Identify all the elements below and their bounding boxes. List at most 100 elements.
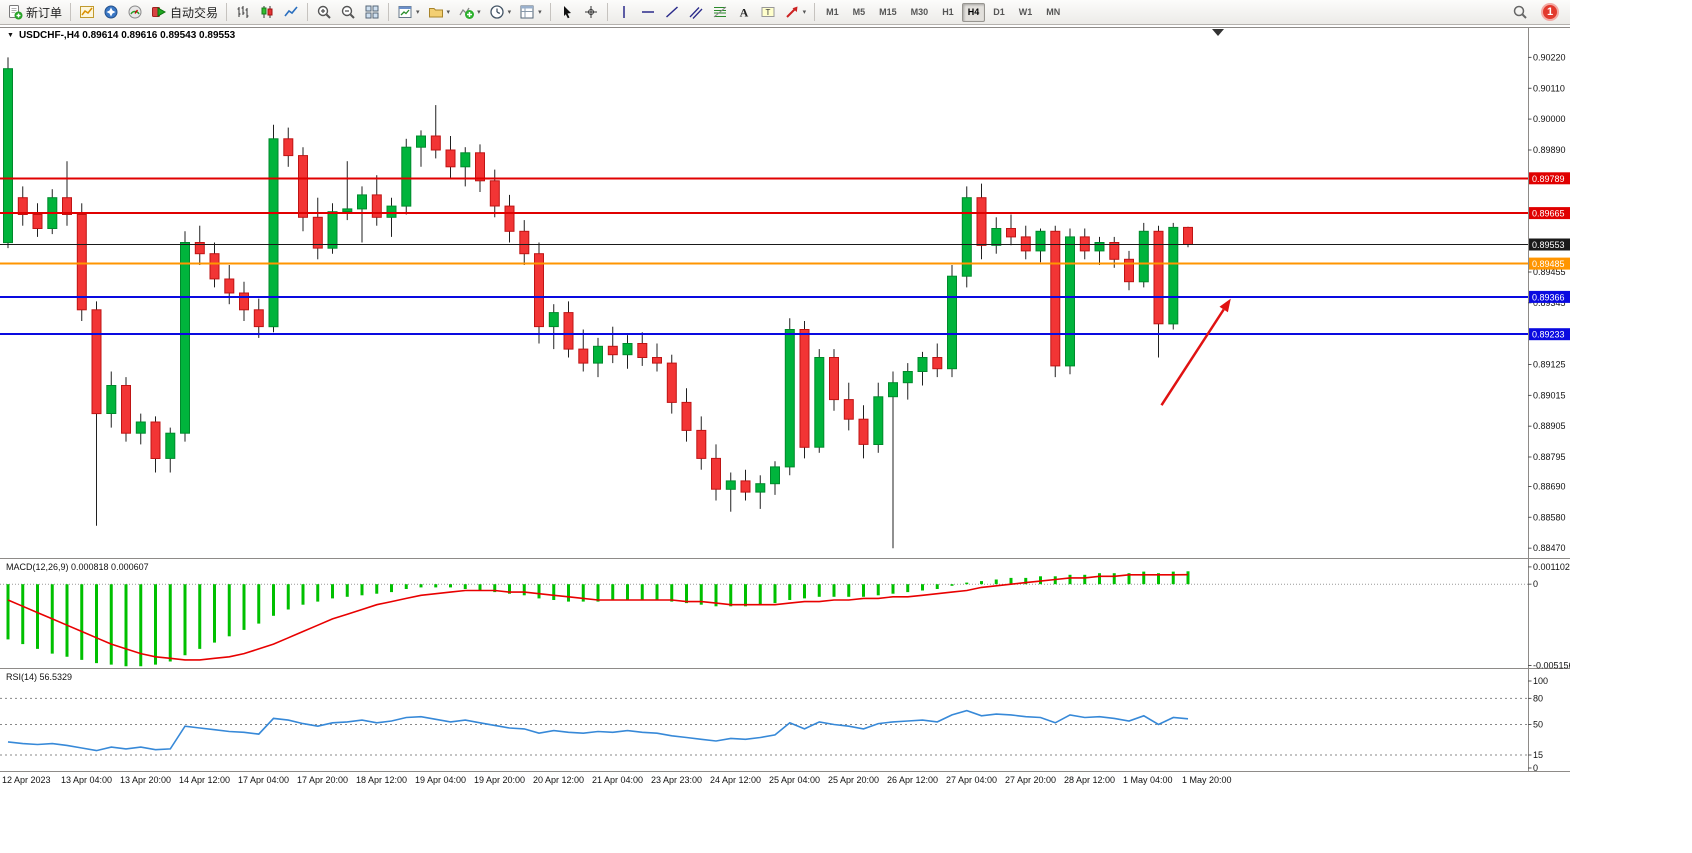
candle-body — [814, 357, 825, 448]
candle-body — [150, 421, 161, 459]
mt4-terminal-window: 新订单 自动交易 ▾ ▾ ▾ ▾ ▾ A T ▾ M1 M5 M15 M30 H1 H4 D1 W1 MN 1 ▼ … — [0, 0, 1570, 791]
price-tick: 0.90110 — [1533, 83, 1565, 93]
candle — [593, 337, 603, 378]
candle — [873, 382, 884, 453]
candle-body — [180, 242, 190, 434]
candle — [991, 217, 1002, 254]
candle-body — [460, 152, 471, 168]
terminal-button[interactable] — [123, 2, 147, 23]
candle-body — [62, 197, 72, 215]
rsi-axis-tick: 15 — [1533, 750, 1543, 760]
candle-body — [121, 385, 131, 434]
timeframe-h4-button[interactable]: H4 — [961, 2, 986, 22]
candle-body — [843, 399, 854, 420]
main-toolbar: 新订单 自动交易 ▾ ▾ ▾ ▾ ▾ A T ▾ M1 M5 M15 M30 H1 H4 D1 W1 MN 1 — [0, 0, 1570, 25]
candle-body — [976, 197, 987, 246]
macd-axis-tick: 0.001102 — [1533, 562, 1570, 572]
zoom-out-button[interactable] — [336, 2, 360, 23]
macd-label: MACD(12,26,9) 0.000818 0.000607 — [6, 562, 149, 572]
candle — [76, 203, 87, 321]
symbol-collapse-icon[interactable]: ▼ — [7, 32, 14, 39]
trendline-button[interactable] — [660, 2, 684, 23]
timeframe-m30-button[interactable]: M30 — [905, 3, 935, 22]
timeframe-m5-button[interactable]: M5 — [847, 3, 872, 22]
label-icon: T — [761, 7, 775, 17]
profiles-button[interactable]: ▾ — [424, 2, 455, 23]
candle-body — [106, 385, 117, 414]
time-label: 27 Apr 04:00 — [946, 775, 997, 785]
candle-body — [416, 135, 426, 148]
price-badge — [1529, 257, 1570, 270]
chart-shift-marker[interactable] — [1212, 29, 1224, 36]
price-tick: 0.88795 — [1533, 452, 1566, 462]
candle-body — [1109, 242, 1120, 260]
candle-body — [607, 345, 618, 356]
candle — [386, 197, 397, 237]
toolbar-separator — [307, 3, 309, 21]
time-label: 27 Apr 20:00 — [1005, 775, 1056, 785]
market-watch-button[interactable] — [75, 2, 99, 23]
candle-body — [475, 152, 485, 182]
price-badge-label: 0.89665 — [1532, 209, 1565, 219]
trend-arrow-head[interactable] — [1219, 298, 1231, 313]
channel-icon — [689, 7, 703, 19]
indicators-button[interactable]: ▾ — [454, 2, 485, 23]
cursor-button[interactable] — [555, 2, 579, 23]
vertical-line-button[interactable] — [612, 2, 636, 23]
new-chart-button[interactable]: ▾ — [393, 2, 424, 23]
candle — [622, 335, 633, 369]
timeframe-m1-button[interactable]: M1 — [820, 3, 845, 22]
candlestick-chart-button[interactable] — [255, 2, 279, 23]
price-badge — [1529, 290, 1570, 303]
fibonacci-button[interactable] — [708, 2, 732, 23]
timeframe-d1-button[interactable]: D1 — [987, 3, 1011, 22]
zoom-in-button[interactable] — [312, 2, 336, 23]
text-button[interactable]: A — [732, 2, 756, 23]
timeframe-m15-button[interactable]: M15 — [873, 3, 903, 22]
trend-arrow-line[interactable] — [1160, 308, 1225, 406]
dropdown-caret-icon: ▾ — [416, 8, 420, 16]
navigator-button[interactable] — [99, 2, 123, 23]
auto-trading-button[interactable]: 自动交易 — [147, 2, 222, 23]
horizontal-line-button[interactable] — [636, 2, 660, 23]
candle-body — [932, 357, 943, 370]
time-label: 19 Apr 20:00 — [474, 775, 525, 785]
periods-icon — [489, 5, 504, 19]
label-button[interactable]: T — [756, 2, 780, 23]
toolbar-separator — [549, 3, 551, 21]
periods-button[interactable]: ▾ — [485, 2, 516, 23]
channel-button[interactable] — [684, 2, 708, 23]
candle — [858, 405, 869, 459]
tile-windows-button[interactable] — [360, 2, 384, 23]
candle-body — [681, 401, 692, 431]
line-chart-button[interactable] — [279, 2, 303, 23]
candle-body — [1124, 258, 1134, 283]
timeframe-mn-button[interactable]: MN — [1040, 3, 1066, 22]
bar-chart-button[interactable] — [231, 2, 255, 23]
timeframe-h1-button[interactable]: H1 — [936, 3, 960, 22]
notification-badge[interactable]: 1 — [1541, 3, 1559, 21]
templates-button[interactable]: ▾ — [515, 2, 546, 23]
crosshair-button[interactable] — [579, 2, 603, 23]
crosshair-icon — [584, 6, 597, 18]
candle-body — [3, 68, 13, 244]
candle-body — [799, 329, 810, 448]
candle — [106, 371, 117, 428]
candle — [578, 329, 589, 372]
candle — [548, 304, 559, 350]
market-watch-icon — [80, 6, 95, 18]
candle — [666, 354, 677, 414]
new-order-button[interactable]: 新订单 — [3, 2, 66, 23]
arrows-button[interactable]: ▾ — [780, 2, 811, 23]
price-badge-label: 0.89233 — [1532, 330, 1565, 340]
search-button[interactable] — [1508, 2, 1532, 23]
candle — [371, 175, 382, 226]
candle — [312, 197, 323, 260]
svg-text:A: A — [739, 6, 748, 20]
chart-canvas[interactable]: 0.90220 0.90110 0.90000 0.89890 0.89455 0.893… — [0, 25, 1570, 791]
timeframe-w1-button[interactable]: W1 — [1013, 3, 1039, 22]
price-tick: 0.90000 — [1533, 114, 1566, 124]
time-label: 14 Apr 12:00 — [179, 775, 230, 785]
candle-body — [239, 292, 249, 311]
price-badge — [1529, 328, 1570, 341]
